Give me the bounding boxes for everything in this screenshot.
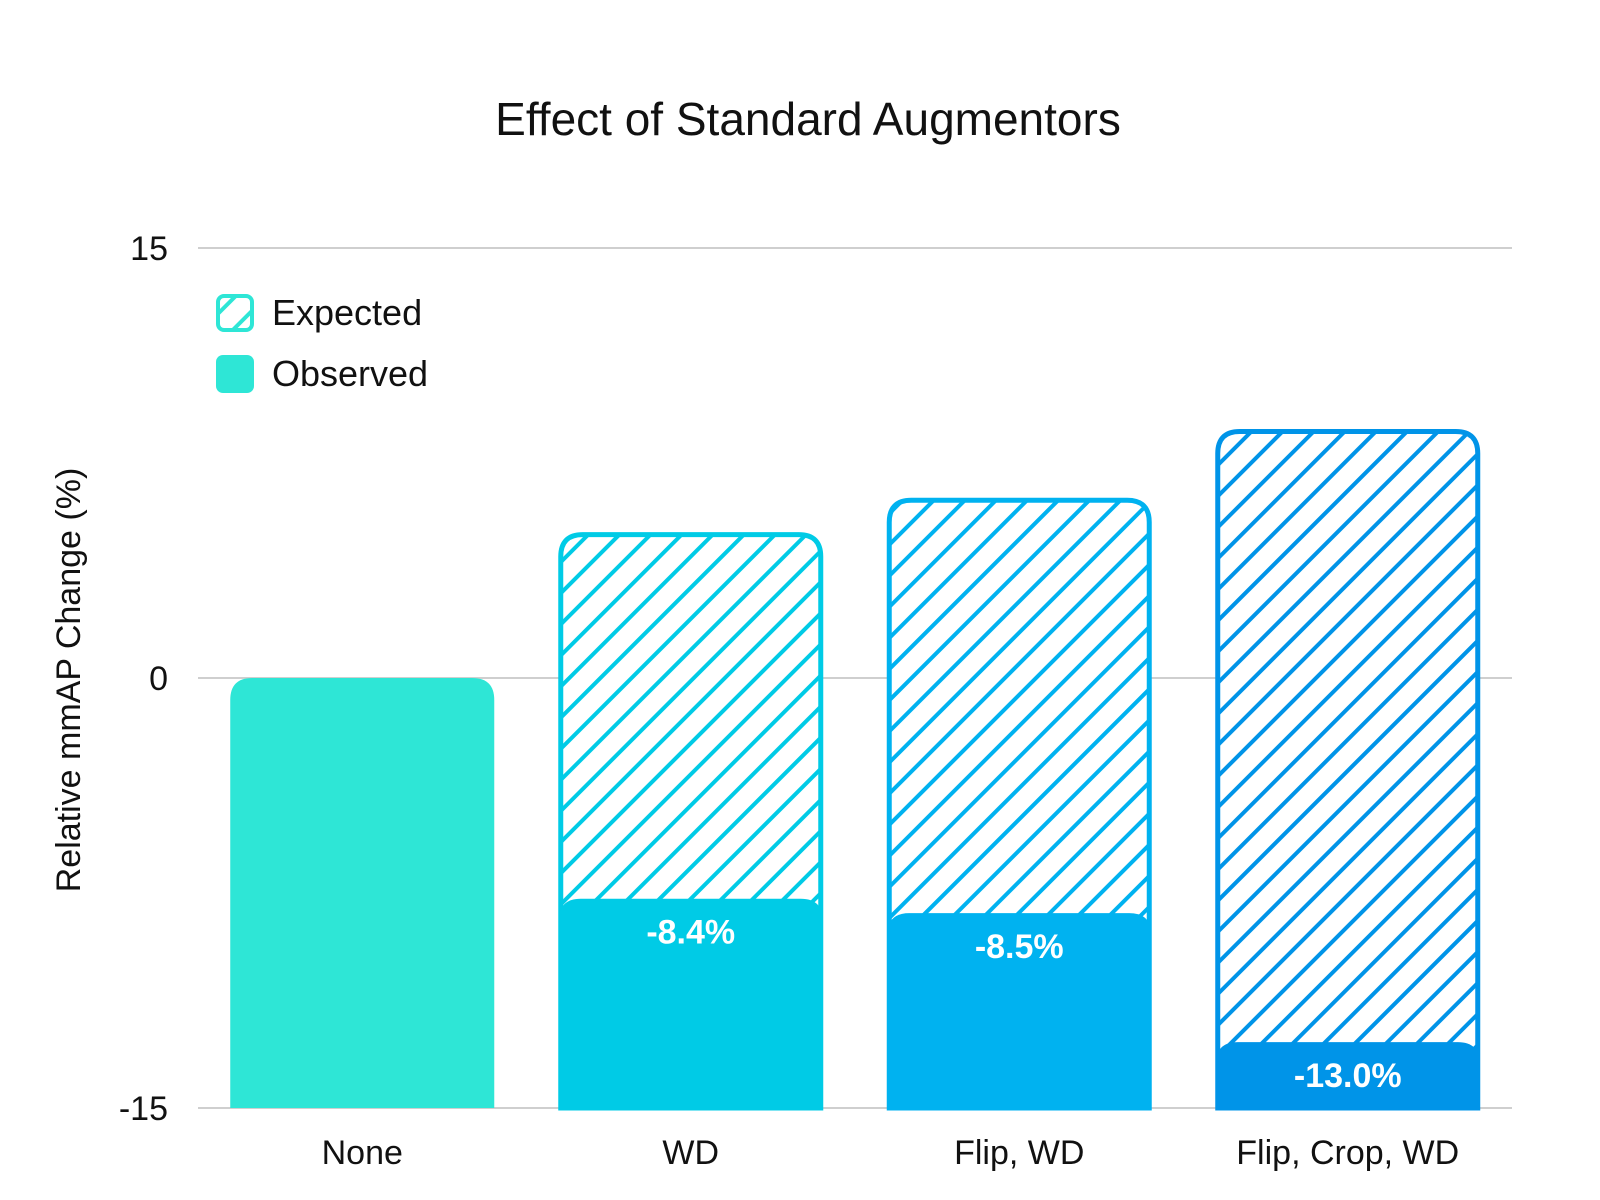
bar-data-label: -13.0% [1294, 1057, 1402, 1095]
y-tick-label: 15 [130, 230, 168, 268]
bar-data-label: -8.5% [975, 928, 1064, 966]
legend-hatch-swatch [216, 294, 254, 332]
legend: Expected Observed [216, 292, 428, 394]
observed-bar [887, 913, 1152, 1108]
observed-bar [230, 678, 495, 1108]
x-axis-labels: None WD Flip, WD Flip, Crop, WD [322, 1134, 1460, 1172]
x-category-label: Flip, Crop, WD [1236, 1134, 1459, 1172]
x-category-label: None [322, 1134, 403, 1172]
bars [230, 428, 1481, 1111]
expected-bar [1215, 428, 1481, 1111]
x-category-label: Flip, WD [954, 1134, 1084, 1172]
bar-data-label: -8.4% [646, 914, 735, 952]
legend-expected-swatch [216, 294, 254, 332]
legend-observed-swatch [216, 355, 254, 393]
legend-observed-label: Observed [272, 353, 428, 394]
observed-bar [1215, 1042, 1480, 1108]
y-tick-label: 0 [149, 660, 168, 698]
chart-title: Effect of Standard Augmentors [495, 93, 1121, 145]
y-tick-label: -15 [119, 1090, 168, 1128]
legend-expected-label: Expected [272, 292, 422, 333]
y-axis-ticks: 15 0 -15 [119, 230, 168, 1128]
data-labels: -8.4% -8.5% -13.0% [646, 914, 1401, 1095]
observed-bar [558, 898, 823, 1108]
x-category-label: WD [662, 1134, 719, 1172]
y-axis-label: Relative mmAP Change (%) [50, 468, 88, 893]
